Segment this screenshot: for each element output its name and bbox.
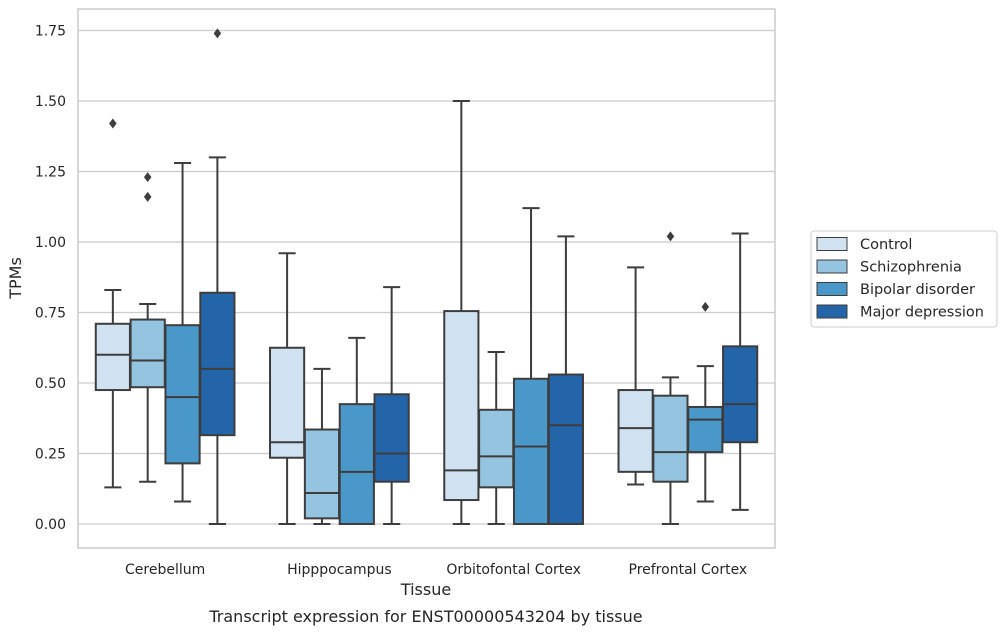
box-3-2 [687,301,724,503]
legend-label: Schizophrenia [860,260,962,276]
outlier-marker [701,301,710,312]
legend-swatch [816,237,848,251]
box-body [722,345,759,444]
box-body [443,310,480,502]
outlier-marker [143,172,152,183]
x-tick-label: Prefrontal Cortex [629,562,748,578]
legend-label: Control [860,237,912,253]
box-3-1 [652,231,689,525]
legend-swatch [816,304,848,319]
box-body [164,324,201,465]
box-body [617,389,654,473]
y-tick-label: 1.25 [35,165,66,181]
y-tick-label: 0.00 [35,517,66,533]
legend-swatch [816,259,848,274]
outlier-marker [143,191,152,202]
box-body [373,393,410,483]
box-3-3 [722,232,759,511]
legend-label: Bipolar disorder [860,282,975,298]
x-tick-label: Cerebellum [125,562,205,578]
box-2-1 [478,350,515,525]
box-1-2 [338,336,375,525]
box-3-0 [617,266,654,486]
box-body [199,291,236,437]
chart-caption: Transcript expression for ENST0000054320… [208,607,642,626]
outlier-marker [109,118,117,129]
box-0-2 [164,162,201,503]
box-2-2 [512,207,550,525]
box-body [129,318,166,389]
box-body [303,428,341,520]
box-body [94,322,131,392]
box-body [687,405,724,454]
box-0-0 [94,118,131,489]
y-tick-label: 1.00 [35,235,66,251]
legend-label: Major depression [860,305,984,321]
boxes [94,28,759,526]
box-0-1 [129,172,166,483]
box-body [547,373,584,526]
legend-swatch [816,282,848,296]
box-1-1 [303,367,341,525]
box-2-3 [547,235,584,526]
plot-area-frame [77,8,776,549]
box-0-3 [199,28,236,525]
box-body [338,403,375,525]
box-body [512,377,550,525]
y-tick-label: 1.75 [35,24,66,40]
outlier-marker [213,28,222,39]
y-tick-label: 0.50 [35,376,66,392]
x-axis-ticks: Cerebellum Hipppocampus Orbitofontal Corte… [125,562,747,578]
y-tick-label: 1.50 [35,94,66,110]
y-tick-label: 0.75 [35,306,66,322]
y-axis-ticks: 0.00 0.25 0.50 0.75 1.00 1.25 1.50 1.75 [35,24,66,534]
box-1-3 [373,286,410,525]
x-tick-label: Hipppocampus [287,562,392,578]
box-body [478,408,515,489]
box-2-0 [443,100,480,525]
box-body [652,394,689,483]
box-1-0 [269,252,306,525]
box-body [269,346,306,459]
legend-frame [810,230,998,328]
x-axis-label: Tissue [400,580,451,599]
x-tick-label: Orbitofontal Cortex [446,562,581,578]
outlier-marker [666,231,675,242]
legend: Control Schizophrenia Bipolar disorder Majo… [810,230,998,328]
y-tick-label: 0.25 [35,447,66,463]
y-axis-label: TPMs [6,257,25,300]
